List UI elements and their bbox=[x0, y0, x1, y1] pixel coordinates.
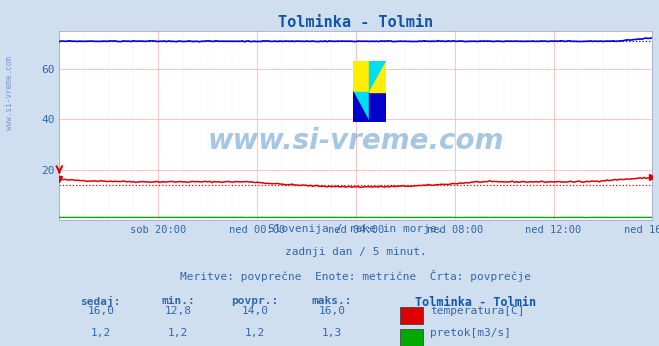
Text: www.si-vreme.com: www.si-vreme.com bbox=[208, 127, 504, 155]
Text: maks.:: maks.: bbox=[312, 296, 353, 306]
Text: temperatura[C]: temperatura[C] bbox=[430, 306, 525, 316]
Text: 1,2: 1,2 bbox=[91, 328, 111, 338]
Text: 1,2: 1,2 bbox=[168, 328, 188, 338]
Text: Tolminka - Tolmin: Tolminka - Tolmin bbox=[415, 296, 536, 309]
Text: pretok[m3/s]: pretok[m3/s] bbox=[430, 328, 511, 338]
Text: sedaj:: sedaj: bbox=[80, 296, 121, 307]
Text: 1,3: 1,3 bbox=[322, 328, 342, 338]
Text: zadnji dan / 5 minut.: zadnji dan / 5 minut. bbox=[285, 247, 427, 257]
Text: povpr.:: povpr.: bbox=[231, 296, 279, 306]
Text: min.:: min.: bbox=[161, 296, 195, 306]
Text: Meritve: povprečne  Enote: metrične  Črta: povprečje: Meritve: povprečne Enote: metrične Črta:… bbox=[181, 271, 531, 282]
Text: 1,2: 1,2 bbox=[245, 328, 265, 338]
Text: Slovenija / reke in morje.: Slovenija / reke in morje. bbox=[268, 224, 444, 234]
Bar bbox=[400, 329, 423, 346]
Title: Tolminka - Tolmin: Tolminka - Tolmin bbox=[278, 15, 434, 30]
Text: www.si-vreme.com: www.si-vreme.com bbox=[5, 56, 14, 130]
Text: 14,0: 14,0 bbox=[242, 306, 268, 316]
Bar bbox=[400, 307, 423, 324]
Text: 12,8: 12,8 bbox=[165, 306, 191, 316]
Text: 16,0: 16,0 bbox=[319, 306, 345, 316]
Text: 16,0: 16,0 bbox=[88, 306, 114, 316]
